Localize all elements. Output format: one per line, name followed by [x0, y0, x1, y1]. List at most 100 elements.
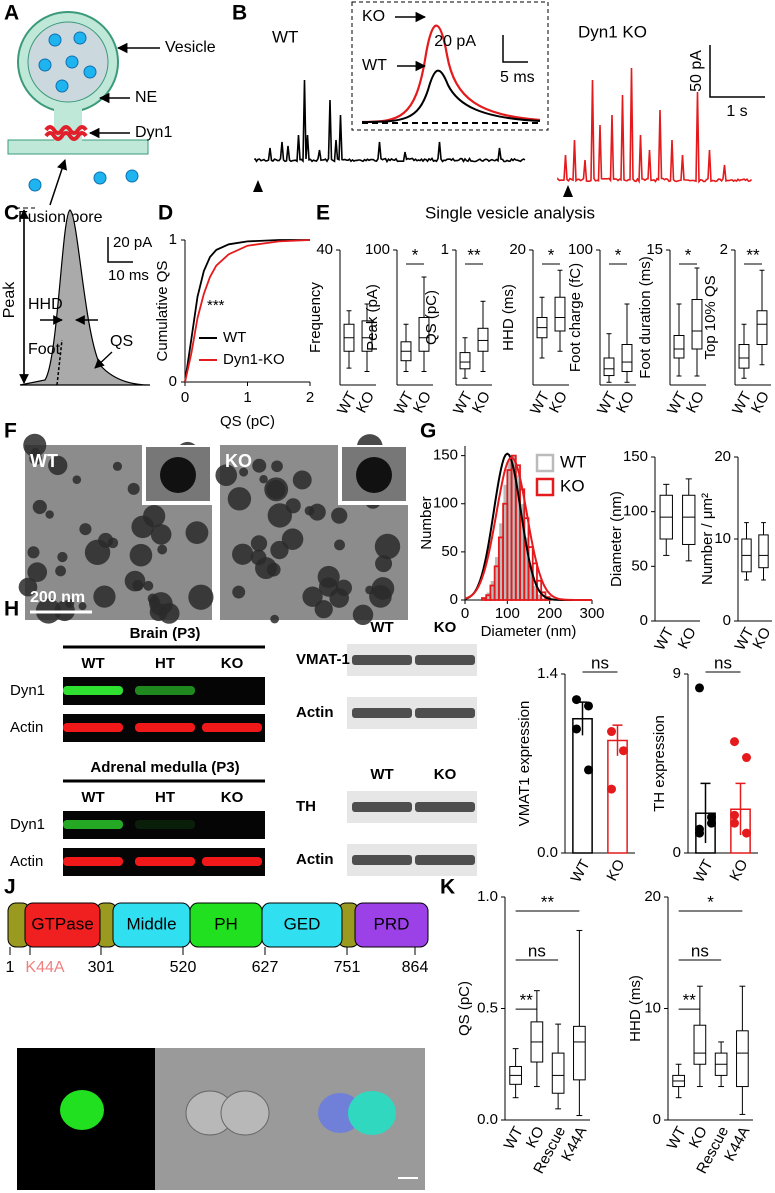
- scale-label: 50 pA: [688, 50, 705, 92]
- granule: [93, 585, 116, 608]
- granule: [375, 555, 393, 573]
- y-tick-label: 50: [441, 543, 458, 560]
- x-tick-label: 0: [181, 389, 189, 406]
- lane-label: KO: [434, 766, 457, 783]
- granule: [131, 515, 154, 539]
- box: [361, 320, 373, 352]
- data-point: [730, 737, 739, 747]
- inset-label: WT: [362, 57, 387, 74]
- granule: [215, 464, 238, 487]
- schematic-label: HHD: [28, 296, 63, 313]
- y-tick-label: 1.0: [477, 888, 498, 905]
- category-label: KO: [749, 625, 774, 652]
- granule: [18, 577, 38, 597]
- granule: [352, 604, 374, 626]
- band: [135, 723, 195, 732]
- box: [693, 1024, 707, 1065]
- y-tick-label: 1.4: [537, 665, 558, 682]
- event-marker: [563, 185, 573, 197]
- category-label: KO: [353, 389, 378, 416]
- granule: [79, 523, 92, 536]
- category-label: KO: [683, 389, 708, 416]
- box: [418, 317, 430, 352]
- y-axis-label: QS (pC): [423, 290, 440, 345]
- arrow: [94, 351, 113, 369]
- y-tick-label: 0: [450, 591, 458, 608]
- granule: [285, 498, 301, 514]
- category-label: KO: [469, 389, 494, 416]
- category-label: KO: [410, 389, 435, 416]
- x-tick-label: 2: [306, 389, 314, 406]
- granule: [23, 433, 47, 457]
- data-point: [572, 695, 581, 705]
- granule: [132, 579, 144, 592]
- data-point: [619, 746, 628, 756]
- x-axis-label: QS (pC): [220, 413, 275, 430]
- data-point: [607, 727, 616, 737]
- box: [459, 352, 471, 370]
- band: [135, 686, 195, 695]
- panel-label: H: [4, 598, 19, 621]
- granule: [281, 528, 304, 550]
- y-tick-label: 1: [441, 241, 449, 258]
- trace-label: WT: [272, 27, 298, 46]
- granule: [250, 535, 268, 552]
- granule: [48, 455, 68, 476]
- significance-label: **: [683, 991, 697, 1010]
- band: [202, 857, 262, 866]
- granule: [259, 475, 268, 484]
- histogram-bar: [536, 579, 543, 601]
- blot-title: Adrenal medulla (P3): [90, 759, 239, 776]
- data-point: [695, 683, 704, 693]
- legend-label: WT: [560, 452, 586, 471]
- panel-label: G: [420, 420, 436, 443]
- y-tick-label: 100: [623, 503, 648, 520]
- panel-label: K: [440, 876, 455, 899]
- box: [738, 344, 750, 369]
- legend-swatch: [535, 453, 555, 473]
- category-label: WT: [691, 857, 717, 886]
- inset-label: KO: [362, 8, 385, 25]
- row-label: Actin: [296, 851, 334, 868]
- significance-label: ns: [714, 653, 732, 672]
- row-label: Dyn1: [10, 682, 45, 699]
- residue-label: 301: [88, 959, 115, 976]
- domain: [354, 902, 429, 948]
- blot-title: Brain (P3): [130, 625, 201, 642]
- ko-amperometric-trace: [557, 67, 753, 184]
- y-tick-label: 0.0: [477, 1111, 498, 1128]
- y-tick-label: 1: [169, 231, 177, 248]
- residue-label: 1: [6, 959, 15, 976]
- x-tick-label: 1: [243, 389, 251, 406]
- bar: [572, 718, 593, 854]
- y-tick-label: 40: [316, 241, 333, 258]
- data-point: [607, 784, 616, 794]
- category-label: KO: [613, 389, 638, 416]
- granule: [267, 503, 292, 528]
- category-label: WT: [501, 1124, 527, 1153]
- inset-granule: [356, 457, 392, 493]
- category-label: KO: [726, 857, 751, 884]
- cumulative-line: [184, 239, 310, 383]
- schematic-label: Vesicle: [165, 39, 216, 56]
- granule: [331, 507, 348, 524]
- cell-merge: [348, 1091, 396, 1135]
- granule: [129, 543, 153, 567]
- y-axis-label: Frequency: [307, 282, 324, 353]
- granule: [150, 524, 172, 545]
- category-label: KO: [546, 389, 571, 416]
- band: [352, 655, 412, 665]
- mutation-label: K44A: [25, 959, 64, 976]
- band: [352, 708, 412, 718]
- residue-label: 864: [402, 959, 429, 976]
- box: [756, 310, 768, 345]
- granule: [304, 505, 315, 516]
- lane-label: WT: [81, 655, 104, 672]
- band: [63, 723, 123, 732]
- significance-label: ***: [207, 297, 225, 314]
- y-tick-label: 10: [714, 530, 731, 547]
- granule: [78, 602, 87, 611]
- foot-line: [56, 339, 63, 386]
- granule: [227, 487, 252, 511]
- legend-label: Dyn1-KO: [223, 351, 285, 368]
